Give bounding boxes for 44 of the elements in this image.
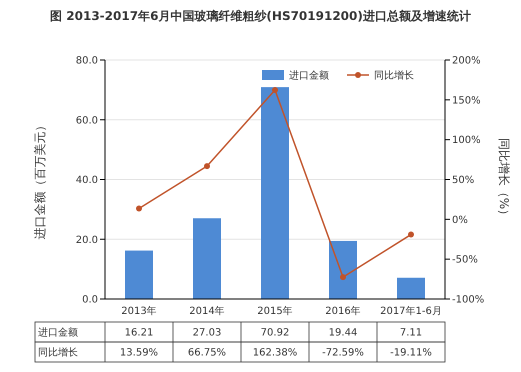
bar bbox=[125, 250, 153, 299]
data-label: 7.11 bbox=[400, 328, 422, 338]
y-tick-label: 80.0 bbox=[76, 56, 98, 66]
x-tick-label: 2016年 bbox=[325, 305, 361, 317]
data-label: 162.38% bbox=[252, 348, 298, 358]
y2-tick-label: 0% bbox=[452, 214, 468, 226]
bar bbox=[397, 278, 425, 299]
bar bbox=[261, 87, 289, 299]
text: 进口金额 bbox=[38, 328, 78, 338]
point bbox=[272, 86, 278, 93]
bar bbox=[193, 218, 221, 299]
data-label: 70.92 bbox=[260, 328, 290, 338]
point bbox=[204, 163, 210, 170]
y2-tick-label: -50% bbox=[452, 254, 478, 266]
y-tick-label: 20.0 bbox=[76, 234, 98, 246]
data-label: 19.44 bbox=[328, 328, 358, 338]
point bbox=[340, 274, 346, 280]
bar bbox=[329, 240, 357, 299]
y-tick-label: 60.0 bbox=[76, 115, 98, 126]
legend-label: 进口金额 bbox=[289, 70, 329, 82]
y-tick-label: 0.0 bbox=[82, 294, 98, 306]
x-tick-label: 2013年 bbox=[121, 305, 157, 317]
data-label: 66.75% bbox=[188, 348, 226, 358]
point bbox=[408, 232, 414, 238]
y2-tick-label: 50% bbox=[452, 175, 474, 186]
point bbox=[136, 206, 142, 212]
x-tick-label: 2014年 bbox=[189, 305, 225, 317]
data-label: 16.21 bbox=[124, 328, 154, 338]
data-label: -72.59% bbox=[322, 348, 364, 358]
data-label: 27.03 bbox=[192, 328, 222, 338]
y-axis-title: 进口金额（百万美元） bbox=[33, 120, 47, 240]
x-tick-label: 2015年 bbox=[257, 305, 293, 317]
chart-title: 图 2013-2017年6月中国玻璃纤维粗纱(HS70191200)进口总额及增速统计 bbox=[50, 9, 471, 23]
y2-tick-label: 200% bbox=[452, 56, 481, 66]
y2-axis-title: 同比增长（%） bbox=[497, 138, 511, 222]
y2-tick-label: -100% bbox=[452, 294, 484, 306]
text: 同比增长 bbox=[38, 348, 78, 358]
x-tick-label: 2017年1-6月 bbox=[380, 305, 442, 317]
y2-tick-label: 100% bbox=[452, 135, 481, 146]
data-label: 13.59% bbox=[120, 348, 158, 358]
data-label: -19.11% bbox=[390, 348, 432, 358]
y-tick-label: 40.0 bbox=[76, 175, 98, 186]
y2-tick-label: 150% bbox=[452, 95, 481, 106]
legend-label: 同比增长 bbox=[374, 70, 414, 82]
